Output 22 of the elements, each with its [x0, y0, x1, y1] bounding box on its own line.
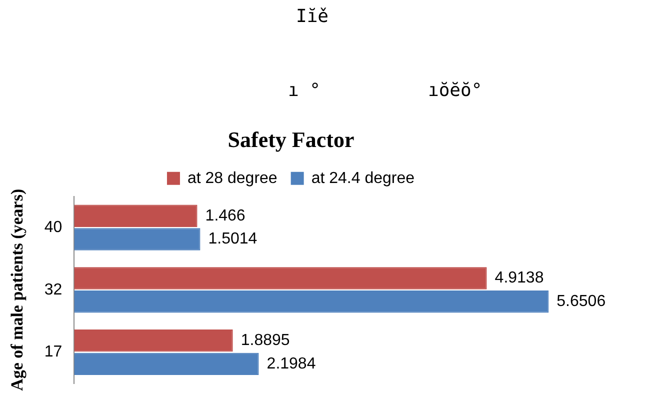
legend-label: at 24.4 degree: [311, 170, 415, 187]
data-label: 1.8895: [240, 332, 290, 349]
data-label: 2.1984: [266, 355, 316, 372]
bar: [74, 290, 549, 313]
bar: [74, 329, 233, 352]
data-label: 1.466: [205, 207, 246, 224]
data-label: 4.9138: [494, 270, 544, 287]
bar: [74, 267, 487, 290]
text: ıŏĕŏ°: [428, 80, 482, 101]
data-label: 1.5014: [208, 230, 258, 248]
text: Iĭě: [296, 6, 329, 27]
y-tick-label: 17: [44, 344, 62, 361]
legend-label: at 28 degree: [187, 170, 278, 187]
data-label: 5.6506: [556, 292, 606, 310]
y-tick-label: 40: [44, 218, 62, 236]
chart-title: Safety Factor: [228, 126, 354, 152]
bar: [74, 228, 200, 250]
y-tick-label: 32: [44, 281, 62, 298]
bar: [74, 352, 259, 376]
y-axis-title: Age of male patients (years): [8, 188, 27, 391]
bar: [74, 204, 198, 227]
text: ı °: [288, 80, 321, 101]
